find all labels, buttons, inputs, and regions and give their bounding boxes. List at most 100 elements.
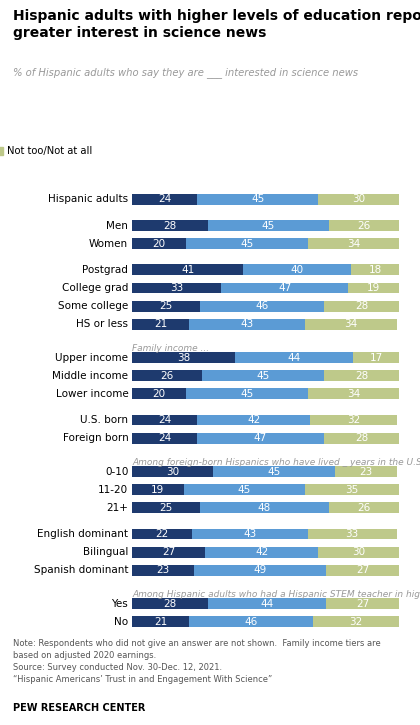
Text: 45: 45: [240, 239, 254, 249]
Bar: [202, 370, 324, 381]
Text: 46: 46: [244, 617, 257, 626]
Bar: [329, 220, 399, 231]
Text: Upper income: Upper income: [55, 352, 128, 362]
Bar: [326, 598, 399, 609]
Text: 0-10: 0-10: [105, 467, 128, 476]
Text: 21: 21: [154, 319, 167, 329]
Bar: [197, 433, 324, 444]
Text: HS or less: HS or less: [76, 319, 128, 329]
Text: 34: 34: [347, 239, 360, 249]
Text: 22: 22: [155, 529, 168, 539]
Text: 27: 27: [356, 599, 370, 608]
Text: College grad: College grad: [62, 283, 128, 293]
Text: % of Hispanic adults who say they are ___ interested in science news: % of Hispanic adults who say they are __…: [13, 67, 358, 78]
Text: Spanish dominant: Spanish dominant: [34, 566, 128, 575]
Text: 34: 34: [344, 319, 357, 329]
Bar: [132, 565, 194, 576]
Text: 44: 44: [260, 599, 274, 608]
Legend: Very, Somewhat, Not too/Not at all: Very, Somewhat, Not too/Not at all: [0, 142, 97, 160]
Text: Women: Women: [89, 239, 128, 249]
Text: 21+: 21+: [106, 502, 128, 513]
Text: 30: 30: [166, 467, 179, 476]
Text: 28: 28: [355, 370, 368, 381]
Text: Lower income: Lower income: [55, 389, 128, 399]
Text: U.S. born: U.S. born: [80, 415, 128, 425]
Text: Some college: Some college: [58, 301, 128, 311]
Bar: [132, 415, 197, 426]
Bar: [132, 484, 184, 495]
Text: 47: 47: [254, 433, 267, 443]
Bar: [335, 466, 396, 477]
Text: 19: 19: [151, 485, 165, 494]
Text: 45: 45: [267, 467, 281, 476]
Bar: [132, 283, 221, 294]
Text: Among foreign-born Hispanics who have lived _ years in the U.S. ...: Among foreign-born Hispanics who have li…: [132, 457, 420, 467]
Text: Bilingual: Bilingual: [83, 547, 128, 557]
Bar: [186, 239, 307, 249]
Text: 28: 28: [355, 301, 368, 311]
Bar: [189, 319, 305, 330]
Text: 25: 25: [159, 502, 173, 513]
Text: 30: 30: [352, 194, 365, 204]
Text: 32: 32: [347, 415, 360, 425]
Text: 43: 43: [243, 529, 256, 539]
Text: 27: 27: [162, 547, 175, 557]
Bar: [351, 265, 399, 276]
Text: Family income ...: Family income ...: [132, 344, 210, 352]
Text: 27: 27: [356, 566, 370, 575]
Text: 24: 24: [158, 415, 171, 425]
Text: 28: 28: [355, 433, 368, 443]
Text: 26: 26: [357, 502, 371, 513]
Text: 18: 18: [368, 265, 382, 275]
Text: 11-20: 11-20: [98, 485, 128, 494]
Bar: [208, 220, 329, 231]
Text: Postgrad: Postgrad: [82, 265, 128, 275]
Text: 40: 40: [290, 265, 303, 275]
Text: 45: 45: [240, 389, 254, 399]
Bar: [132, 502, 200, 513]
Text: 49: 49: [254, 566, 267, 575]
Bar: [132, 194, 197, 204]
Bar: [194, 565, 326, 576]
Bar: [324, 301, 399, 312]
Text: 24: 24: [158, 433, 171, 443]
Bar: [200, 301, 324, 312]
Bar: [132, 598, 208, 609]
Text: Hispanic adults with higher levels of education report
greater interest in scien: Hispanic adults with higher levels of ed…: [13, 9, 420, 40]
Text: Hispanic adults: Hispanic adults: [48, 194, 128, 204]
Bar: [186, 389, 307, 399]
Bar: [132, 616, 189, 627]
Text: 42: 42: [255, 547, 268, 557]
Bar: [243, 265, 351, 276]
Bar: [189, 616, 313, 627]
Text: Note: Respondents who did not give an answer are not shown.  Family income tiers: Note: Respondents who did not give an an…: [13, 639, 381, 684]
Text: 33: 33: [170, 283, 184, 293]
Text: 47: 47: [278, 283, 291, 293]
Text: 46: 46: [255, 301, 268, 311]
Bar: [313, 616, 399, 627]
Bar: [132, 220, 208, 231]
Bar: [318, 194, 399, 204]
Bar: [307, 529, 396, 539]
Bar: [132, 466, 213, 477]
Text: Among Hispanic adults who had a Hispanic STEM teacher in high school ...: Among Hispanic adults who had a Hispanic…: [132, 589, 420, 599]
Bar: [354, 352, 399, 363]
Text: 17: 17: [370, 352, 383, 362]
Text: 26: 26: [161, 370, 174, 381]
Bar: [221, 283, 348, 294]
Bar: [305, 319, 396, 330]
Text: 24: 24: [158, 194, 171, 204]
Bar: [197, 415, 310, 426]
Bar: [132, 239, 186, 249]
Bar: [132, 547, 205, 558]
Text: 35: 35: [346, 485, 359, 494]
Text: 25: 25: [159, 301, 173, 311]
Text: 45: 45: [238, 485, 251, 494]
Text: 28: 28: [163, 220, 177, 231]
Bar: [200, 502, 329, 513]
Bar: [208, 598, 326, 609]
Bar: [132, 370, 202, 381]
Text: 21: 21: [154, 617, 167, 626]
Text: English dominant: English dominant: [37, 529, 128, 539]
Bar: [213, 466, 335, 477]
